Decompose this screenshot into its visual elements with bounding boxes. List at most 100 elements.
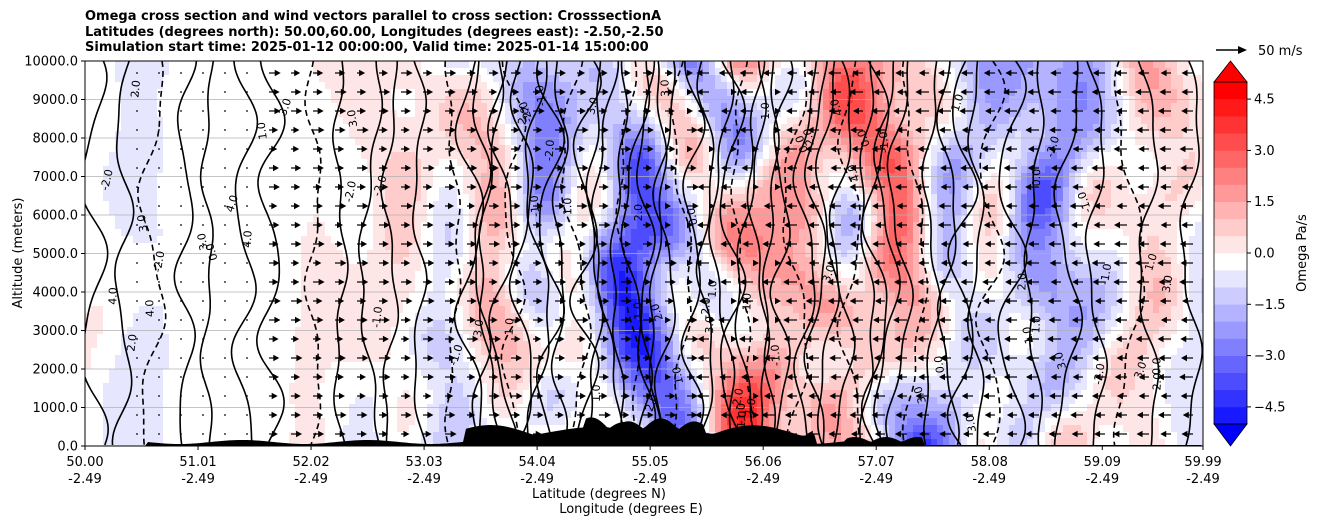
omega-cell <box>487 117 494 125</box>
omega-cell <box>307 418 314 426</box>
omega-cell <box>583 222 590 230</box>
omega-cell <box>553 390 560 398</box>
omega-cell <box>403 201 410 209</box>
omega-cell <box>409 348 416 356</box>
omega-cell <box>85 131 92 139</box>
omega-cell <box>151 257 158 265</box>
omega-cell <box>181 103 188 111</box>
omega-cell <box>337 376 344 384</box>
omega-cell <box>97 299 104 307</box>
omega-cell <box>199 166 206 174</box>
omega-cell <box>211 376 218 384</box>
omega-cell <box>199 418 206 426</box>
omega-cell <box>487 390 494 398</box>
omega-cell <box>463 187 470 195</box>
omega-cell <box>355 117 362 125</box>
omega-cell <box>85 236 92 244</box>
omega-cell <box>115 82 122 90</box>
omega-cell <box>187 82 194 90</box>
omega-cell <box>265 117 272 125</box>
omega-cell <box>121 397 128 405</box>
omega-cell <box>199 299 206 307</box>
omega-cell <box>379 208 386 216</box>
omega-cell <box>169 334 176 342</box>
omega-cell <box>91 306 98 314</box>
omega-cell <box>109 278 116 286</box>
omega-cell <box>187 68 194 76</box>
omega-cell <box>283 229 290 237</box>
omega-cell <box>193 278 200 286</box>
omega-cell <box>571 201 578 209</box>
omega-cell <box>235 131 242 139</box>
omega-cell <box>331 285 338 293</box>
omega-cell <box>163 285 170 293</box>
omega-cell <box>307 348 314 356</box>
omega-cell <box>571 411 578 419</box>
omega-cell <box>175 145 182 153</box>
omega-cell <box>85 292 92 300</box>
omega-cell <box>325 299 332 307</box>
omega-cell <box>235 229 242 237</box>
omega-cell <box>535 369 542 377</box>
omega-cell <box>121 89 128 97</box>
omega-cell <box>157 131 164 139</box>
omega-cell <box>487 82 494 90</box>
omega-cell <box>391 320 398 328</box>
omega-cell <box>349 68 356 76</box>
omega-cell <box>283 187 290 195</box>
omega-cell <box>367 68 374 76</box>
omega-cell <box>301 334 308 342</box>
omega-cell <box>151 397 158 405</box>
omega-cell <box>85 152 92 160</box>
omega-cell <box>385 264 392 272</box>
omega-cell <box>481 418 488 426</box>
omega-cell <box>121 320 128 328</box>
omega-cell <box>439 194 446 202</box>
omega-cell <box>223 180 230 188</box>
omega-cell <box>541 229 548 237</box>
omega-cell <box>571 285 578 293</box>
omega-cell <box>139 124 146 132</box>
omega-cell <box>217 124 224 132</box>
omega-cell <box>403 152 410 160</box>
omega-cell <box>523 271 530 279</box>
omega-cell <box>277 187 284 195</box>
omega-cell <box>229 271 236 279</box>
omega-cell <box>397 278 404 286</box>
omega-cell <box>145 103 152 111</box>
omega-cell <box>127 103 134 111</box>
omega-cell <box>151 362 158 370</box>
omega-cell <box>127 166 134 174</box>
omega-cell <box>319 376 326 384</box>
omega-cell <box>421 124 428 132</box>
omega-cell <box>301 341 308 349</box>
omega-cell <box>229 390 236 398</box>
omega-cell <box>421 110 428 118</box>
omega-cell <box>619 313 626 321</box>
omega-cell <box>121 299 128 307</box>
omega-cell <box>625 271 632 279</box>
omega-cell <box>175 229 182 237</box>
omega-cell <box>127 138 134 146</box>
omega-cell <box>469 180 476 188</box>
omega-cell <box>361 243 368 251</box>
omega-cell <box>355 292 362 300</box>
omega-cell <box>619 341 626 349</box>
omega-cell <box>175 306 182 314</box>
omega-cell <box>403 383 410 391</box>
omega-cell <box>331 187 338 195</box>
omega-cell <box>541 292 548 300</box>
omega-cell <box>343 369 350 377</box>
omega-cell <box>361 194 368 202</box>
omega-cell <box>349 82 356 90</box>
omega-cell <box>511 103 518 111</box>
omega-cell <box>553 124 560 132</box>
omega-cell <box>151 166 158 174</box>
omega-cell <box>577 194 584 202</box>
omega-cell <box>523 334 530 342</box>
omega-cell <box>601 103 608 111</box>
omega-cell <box>409 313 416 321</box>
omega-cell <box>331 271 338 279</box>
omega-cell <box>109 180 116 188</box>
omega-cell <box>499 264 506 272</box>
